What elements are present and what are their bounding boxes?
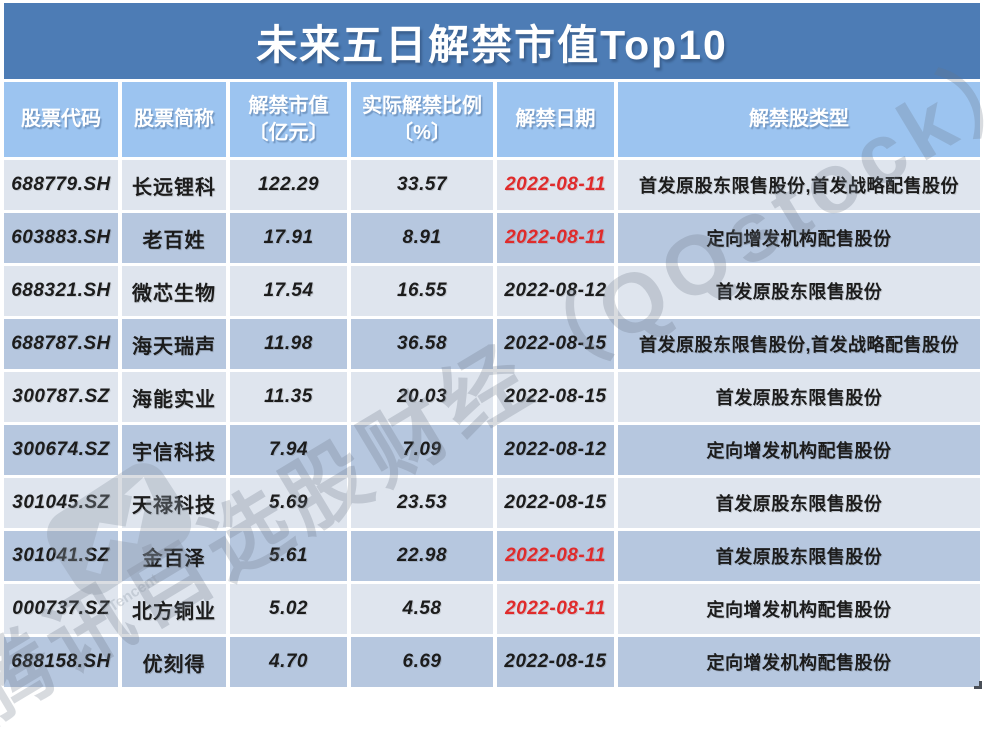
cell-type: 首发原股东限售股份,首发战略配售股份 <box>618 160 980 210</box>
cell-mktcap: 11.98 <box>230 319 347 369</box>
page: { "title": "未来五日解禁市值Top10", "watermark":… <box>0 3 984 739</box>
cell-code: 603883.SH <box>4 213 118 263</box>
cell-code: 301045.SZ <box>4 478 118 528</box>
cell-type: 定向增发机构配售股份 <box>618 584 980 634</box>
table-row: 688321.SH 微芯生物 17.54 16.55 2022-08-12 首发原股东限售… <box>4 266 980 316</box>
cell-date: 2022-08-11 <box>497 531 614 581</box>
cell-code: 688158.SH <box>4 637 118 687</box>
cell-type: 定向增发机构配售股份 <box>618 637 980 687</box>
cell-date: 2022-08-15 <box>497 319 614 369</box>
table-row: 000737.SZ 北方铜业 5.02 4.58 2022-08-11 定向增发机构配售股… <box>4 584 980 634</box>
column-header-code: 股票代码 <box>4 82 118 157</box>
cell-mktcap: 4.70 <box>230 637 347 687</box>
cell-name: 优刻得 <box>122 637 226 687</box>
cell-type: 首发原股东限售股份,首发战略配售股份 <box>618 319 980 369</box>
page-title: 未来五日解禁市值Top10 <box>4 3 980 79</box>
table-row: 603883.SH 老百姓 17.91 8.91 2022-08-11 定向增发机构配售股… <box>4 213 980 263</box>
cell-type: 首发原股东限售股份 <box>618 372 980 422</box>
cell-code: 300787.SZ <box>4 372 118 422</box>
cell-code: 300674.SZ <box>4 425 118 475</box>
cell-ratio: 6.69 <box>351 637 493 687</box>
cell-date: 2022-08-11 <box>497 584 614 634</box>
cell-ratio: 22.98 <box>351 531 493 581</box>
column-header-date: 解禁日期 <box>497 82 614 157</box>
cell-date: 2022-08-11 <box>497 213 614 263</box>
cell-type: 首发原股东限售股份 <box>618 478 980 528</box>
cell-ratio: 20.03 <box>351 372 493 422</box>
cell-mktcap: 5.61 <box>230 531 347 581</box>
table-row: 300674.SZ 宇信科技 7.94 7.09 2022-08-12 定向增发机构配售股… <box>4 425 980 475</box>
cell-ratio: 36.58 <box>351 319 493 369</box>
cell-date: 2022-08-15 <box>497 637 614 687</box>
table-header-row: 股票代码 股票简称 解禁市值 〔亿元〕 实际解禁比例 〔%〕 解禁日期 解禁股类型 <box>4 82 980 157</box>
cell-name: 海能实业 <box>122 372 226 422</box>
table-row: 688787.SH 海天瑞声 11.98 36.58 2022-08-15 首发原股东限售… <box>4 319 980 369</box>
cell-ratio: 33.57 <box>351 160 493 210</box>
cell-mktcap: 5.02 <box>230 584 347 634</box>
column-header-mktcap: 解禁市值 〔亿元〕 <box>230 82 347 157</box>
cell-name: 金百泽 <box>122 531 226 581</box>
cell-date: 2022-08-15 <box>497 478 614 528</box>
cell-mktcap: 17.54 <box>230 266 347 316</box>
column-header-name: 股票简称 <box>122 82 226 157</box>
table-row: 301041.SZ 金百泽 5.61 22.98 2022-08-11 首发原股东限售股份 <box>4 531 980 581</box>
cell-date: 2022-08-12 <box>497 266 614 316</box>
cell-name: 长远锂科 <box>122 160 226 210</box>
cell-code: 688321.SH <box>4 266 118 316</box>
cell-mktcap: 7.94 <box>230 425 347 475</box>
cell-name: 微芯生物 <box>122 266 226 316</box>
cell-ratio: 4.58 <box>351 584 493 634</box>
cell-date: 2022-08-11 <box>497 160 614 210</box>
cell-type: 首发原股东限售股份 <box>618 266 980 316</box>
column-header-ratio: 实际解禁比例 〔%〕 <box>351 82 493 157</box>
cell-ratio: 16.55 <box>351 266 493 316</box>
cell-mktcap: 5.69 <box>230 478 347 528</box>
cell-date: 2022-08-15 <box>497 372 614 422</box>
cell-name: 宇信科技 <box>122 425 226 475</box>
table-row: 688158.SH 优刻得 4.70 6.69 2022-08-15 定向增发机构配售股份 <box>4 637 980 687</box>
cell-type: 首发原股东限售股份 <box>618 531 980 581</box>
cell-mktcap: 122.29 <box>230 160 347 210</box>
cell-type: 定向增发机构配售股份 <box>618 425 980 475</box>
cell-code: 000737.SZ <box>4 584 118 634</box>
cell-date: 2022-08-12 <box>497 425 614 475</box>
cell-name: 海天瑞声 <box>122 319 226 369</box>
cell-code: 688779.SH <box>4 160 118 210</box>
table-row: 301045.SZ 天禄科技 5.69 23.53 2022-08-15 首发原股东限售股… <box>4 478 980 528</box>
cell-name: 北方铜业 <box>122 584 226 634</box>
cell-ratio: 23.53 <box>351 478 493 528</box>
cell-code: 301041.SZ <box>4 531 118 581</box>
cell-type: 定向增发机构配售股份 <box>618 213 980 263</box>
cell-mktcap: 11.35 <box>230 372 347 422</box>
cell-ratio: 8.91 <box>351 213 493 263</box>
resize-corner <box>974 681 982 689</box>
column-header-type: 解禁股类型 <box>618 82 980 157</box>
cell-name: 天禄科技 <box>122 478 226 528</box>
cell-code: 688787.SH <box>4 319 118 369</box>
table-body: 688779.SH 长远锂科 122.29 33.57 2022-08-11 首发原股东限… <box>4 160 980 687</box>
table-row: 688779.SH 长远锂科 122.29 33.57 2022-08-11 首发原股东限… <box>4 160 980 210</box>
unlock-table: 股票代码 股票简称 解禁市值 〔亿元〕 实际解禁比例 〔%〕 解禁日期 解禁股类型 688… <box>0 79 984 690</box>
cell-name: 老百姓 <box>122 213 226 263</box>
cell-ratio: 7.09 <box>351 425 493 475</box>
cell-mktcap: 17.91 <box>230 213 347 263</box>
table-row: 300787.SZ 海能实业 11.35 20.03 2022-08-15 首发原股东限售… <box>4 372 980 422</box>
